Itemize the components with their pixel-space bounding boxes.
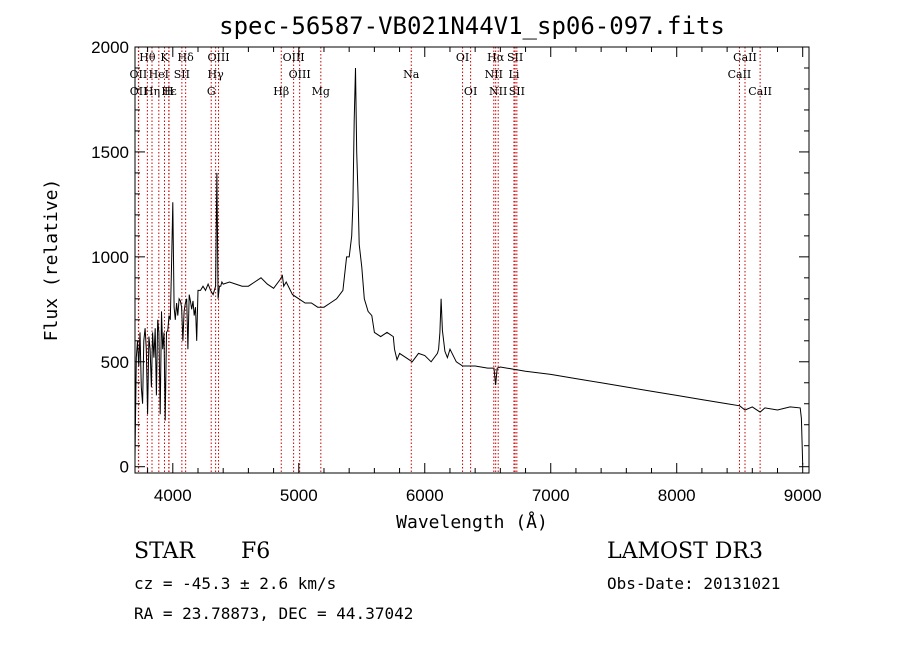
chart-title: spec-56587-VB021N44V1_sp06-097.fits [219, 12, 725, 40]
line-marker-label: OI [456, 51, 469, 64]
line-marker-label: NII [489, 85, 507, 98]
x-tick-label: 4000 [154, 486, 192, 505]
line-marker-label: Li [509, 68, 520, 81]
line-marker-label: Mg [312, 85, 330, 98]
line-marker-label: OIII [207, 51, 229, 64]
line-marker-label: SII [174, 68, 190, 81]
y-tick-label: 1500 [91, 143, 129, 162]
redshift-cz: cz = -45.3 ± 2.6 km/s [134, 574, 337, 593]
line-marker-label: Hδ [178, 51, 195, 64]
line-marker-label: Hε [161, 85, 177, 98]
x-axis-ticks: 4000 5000 6000 7000 8000 9000 [147, 47, 822, 505]
line-marker-label: HeI [149, 68, 169, 81]
object-subclass: F6 [241, 539, 271, 564]
y-tick-label: 1000 [91, 248, 129, 267]
line-marker-label: SII [509, 85, 525, 98]
line-marker-label: Hη [144, 85, 160, 98]
line-marker-label: OII [130, 85, 148, 98]
obs-date: Obs-Date: 20131021 [607, 574, 781, 593]
object-type: STAR [134, 539, 195, 564]
line-marker-label: OIII [283, 51, 305, 64]
line-marker-label: NII [485, 68, 503, 81]
x-tick-label: 7000 [532, 486, 570, 505]
line-marker-label: K [160, 51, 169, 64]
line-marker-label: G [207, 85, 216, 98]
line-marker-label: Hθ [139, 51, 156, 64]
line-marker-label: Hα [487, 51, 505, 64]
line-marker-label: CaII [728, 68, 752, 81]
line-marker-label: Na [403, 68, 420, 81]
x-tick-label: 9000 [784, 486, 822, 505]
x-tick-label: 5000 [280, 486, 318, 505]
y-axis-label: Flux (relative) [41, 179, 62, 342]
line-marker-label: SII [507, 51, 523, 64]
x-axis-label: Wavelength (Å) [396, 511, 548, 533]
line-marker-label: OIII [289, 68, 311, 81]
x-tick-label: 8000 [658, 486, 696, 505]
y-tick-label: 2000 [91, 38, 129, 57]
line-marker-label: CaII [748, 85, 772, 98]
line-markers [137, 47, 761, 473]
y-tick-label: 0 [120, 458, 129, 477]
line-marker-label: OII [130, 68, 148, 81]
line-marker-label: Hβ [273, 85, 289, 98]
survey-name: LAMOST DR3 [607, 539, 763, 564]
y-tick-label: 500 [101, 353, 129, 372]
spectrum-line [134, 67, 804, 465]
coordinates: RA = 23.78873, DEC = 44.37042 [134, 604, 414, 623]
x-tick-label: 6000 [406, 486, 444, 505]
plot-frame [134, 46, 810, 474]
line-marker-label: Hγ [208, 68, 225, 81]
line-marker-label: OI [464, 85, 477, 98]
line-marker-label: H [164, 85, 174, 98]
line-marker-label: CaII [733, 51, 757, 64]
y-axis-ticks: 0 500 1000 1500 2000 [91, 38, 809, 477]
